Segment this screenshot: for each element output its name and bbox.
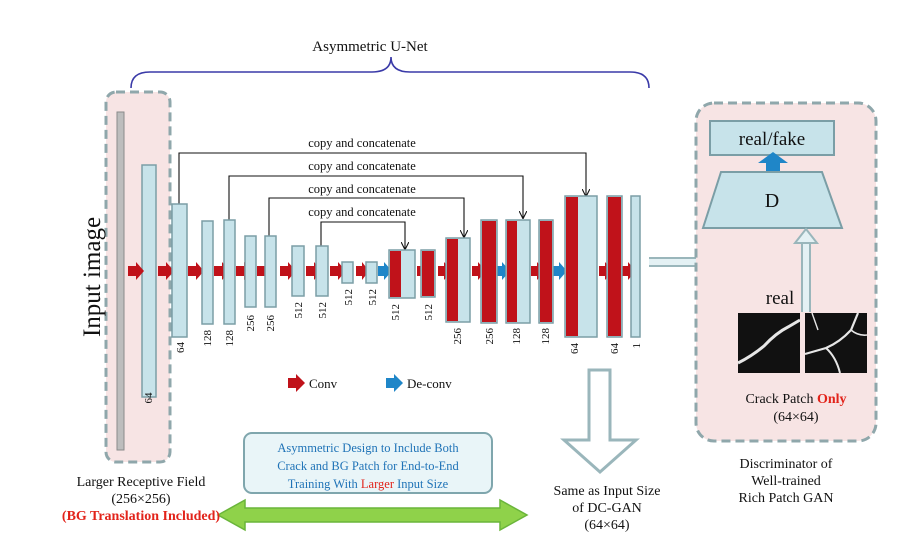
layer-number: 512 bbox=[293, 302, 305, 319]
green-double-arrow bbox=[216, 498, 529, 532]
legend-conv-label: Conv bbox=[309, 376, 338, 391]
layer-number: 512 bbox=[317, 302, 329, 319]
skip-connections bbox=[178, 152, 586, 249]
layer-number: 512 bbox=[367, 289, 379, 306]
crack-patch-caption: Crack Patch Only bbox=[745, 392, 846, 407]
layer-number: 256 bbox=[452, 328, 464, 345]
layer-number: 64 bbox=[175, 342, 187, 354]
unet-bracket bbox=[130, 56, 650, 89]
input-crop-number: 64 bbox=[143, 392, 155, 404]
unet-title: Asymmetric U-Net bbox=[312, 39, 428, 55]
left-caption: Larger Receptive Field (256×256) (BG Tra… bbox=[61, 475, 221, 524]
layer-number: 128 bbox=[511, 328, 523, 345]
crack-patch-2 bbox=[804, 312, 868, 374]
layer-number: 64 bbox=[609, 343, 621, 355]
real-fake-box bbox=[709, 120, 835, 156]
asymmetric-design-note: Asymmetric Design to Include Both Crack … bbox=[243, 432, 493, 494]
copy-label-4: copy and concatenate bbox=[308, 205, 416, 219]
layer-number: 128 bbox=[540, 328, 552, 345]
layer-numbers: 64 128 128 256 256 512 512 512 512 512 5… bbox=[175, 289, 643, 354]
input-image-bar bbox=[116, 111, 125, 451]
layer-number: 512 bbox=[423, 304, 435, 321]
layer-number: 256 bbox=[265, 315, 277, 332]
legend-deconv-label: De-conv bbox=[407, 376, 452, 391]
real-label: real bbox=[766, 288, 794, 309]
copy-label-1: copy and concatenate bbox=[308, 136, 416, 150]
legend-deconv-arrow bbox=[386, 374, 403, 392]
d-label: D bbox=[765, 190, 779, 212]
right-caption: Discriminator of Well-trained Rich Patch… bbox=[738, 457, 834, 506]
legend-conv-arrow bbox=[288, 374, 305, 392]
d-block bbox=[701, 171, 844, 229]
layer-number: 512 bbox=[390, 304, 402, 321]
layer-number: 1 bbox=[631, 343, 643, 349]
layer-number: 64 bbox=[569, 343, 581, 355]
layer-number: 512 bbox=[343, 289, 355, 306]
layer-number: 256 bbox=[484, 328, 496, 345]
input-image-label: Input image bbox=[79, 217, 106, 337]
output-size-arrow bbox=[560, 368, 640, 475]
crack-patch-1 bbox=[737, 313, 801, 373]
real-fake-label: real/fake bbox=[739, 129, 805, 150]
input-crop-map bbox=[141, 164, 157, 398]
mid-caption: Same as Input Size of DC-GAN (64×64) bbox=[553, 484, 661, 533]
copy-label-2: copy and concatenate bbox=[308, 159, 416, 173]
d-output-arrow bbox=[758, 152, 788, 171]
layer-number: 128 bbox=[224, 330, 236, 347]
layer-number: 128 bbox=[202, 330, 214, 347]
deconv-arrows bbox=[378, 262, 567, 280]
copy-label-3: copy and concatenate bbox=[308, 182, 416, 196]
layer-number: 256 bbox=[245, 315, 257, 332]
conv-output-maps bbox=[390, 197, 621, 336]
crack-patch-size: (64×64) bbox=[773, 410, 819, 425]
